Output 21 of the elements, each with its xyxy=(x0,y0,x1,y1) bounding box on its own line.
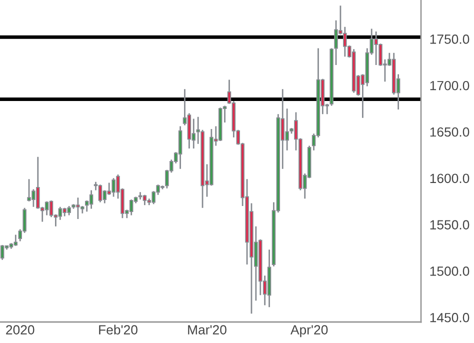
y-tick-label: 1600.0 xyxy=(430,174,470,184)
candlestick xyxy=(267,248,272,308)
candlestick xyxy=(89,190,94,210)
candlestick xyxy=(44,200,49,216)
x-tick-label: 2020 xyxy=(6,325,34,334)
y-tick-label: 1700.0 xyxy=(430,80,470,90)
candlestick xyxy=(58,206,62,221)
candlestick xyxy=(129,198,134,216)
x-tick-label: Mar'20 xyxy=(188,325,226,334)
y-tick-label: 1650.0 xyxy=(430,127,470,137)
y-tick-label: 1550.0 xyxy=(430,220,470,230)
candlestick xyxy=(14,234,18,247)
y-tick-label: 1750.0 xyxy=(430,34,470,44)
candlestick xyxy=(352,48,356,94)
x-tick-label: Feb'20 xyxy=(99,324,138,334)
candlestick xyxy=(178,126,182,170)
y-tick-label: 1450.0 xyxy=(430,312,470,322)
candlestick xyxy=(187,112,192,150)
y-tick-label: 1500.0 xyxy=(430,266,470,276)
x-tick-label: Apr'20 xyxy=(290,325,328,338)
candlestick xyxy=(392,52,396,96)
